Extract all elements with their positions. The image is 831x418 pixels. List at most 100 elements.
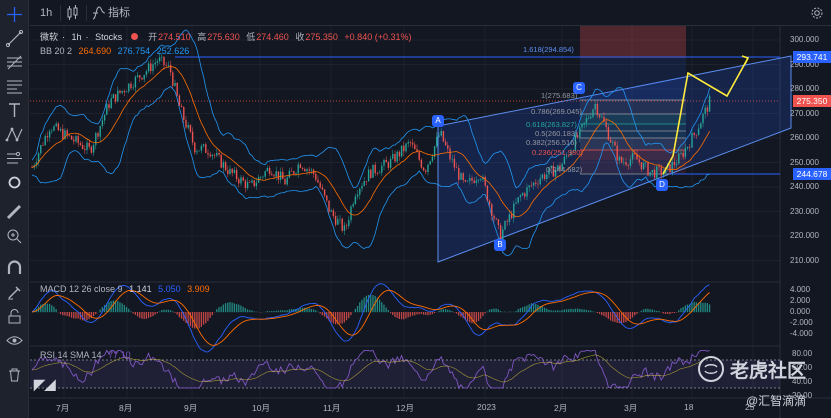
macd-axis-label: 4.000 [790,285,811,294]
wave-label-c: C [573,82,585,94]
wave-label-b: B [494,239,506,251]
market-status-icon [130,33,138,40]
pitchfork-icon[interactable] [4,76,25,97]
time-axis-label: 3月 [624,403,638,413]
open-value: 274.510 [158,32,191,42]
zoom-in-icon[interactable] [4,226,25,247]
ruler-icon[interactable] [4,202,25,223]
text-icon[interactable] [4,100,25,121]
fib-label-1: 1(275.683) [541,91,578,100]
indicators-button[interactable]: 指标 [108,7,130,19]
macd-line [31,283,710,353]
macd-axis-label: 0.000 [790,307,811,316]
pattern-icon[interactable] [4,124,25,145]
symbol-legend[interactable]: 微软 · 1h · Stocks 开274.510 高275.630 低274.46… [40,32,412,42]
time-axis-label: 12月 [396,403,414,413]
resistance-price-tag: 293.741 [793,51,831,63]
time-axis-label: 10月 [252,403,270,413]
bb-label: BB 20 2 [40,46,73,56]
gear-icon[interactable] [810,5,824,21]
price-candles [31,52,711,243]
rsi-value: 77.10 [108,350,131,360]
interval-selector[interactable]: 1h [40,7,53,19]
forecast-arrowhead [741,55,750,65]
eye-icon[interactable] [4,330,25,351]
wave-label-d: D [656,179,668,191]
tradingview-logo-icon: ◤◢ [34,376,56,392]
chart-canvas[interactable] [30,26,831,418]
price-axis-label: 290.000 [790,59,819,69]
bb-basis-value: 264.690 [78,46,112,56]
rsi-legend[interactable]: RSI 14 SMA 14 77.10 [40,350,135,361]
fib-label-0382: 0.382(256.516) [526,138,577,147]
grid-lines [30,26,780,398]
symbol-source: Stocks [95,32,123,42]
current-price-tag: 275.350 [793,95,831,107]
rsi-line [31,349,710,389]
forecast-path [662,57,749,175]
chart-area[interactable]: 微软 · 1h · Stocks 开274.510 高275.630 低274.46… [30,26,831,418]
lock-drawing-icon[interactable] [4,282,25,303]
time-axis-label: 2月 [554,403,568,413]
time-axis-label: 9月 [184,403,198,413]
magnet-icon[interactable] [4,258,25,279]
fib-label-0786: 0.786(269.045) [531,107,582,116]
macd-hist-value: 1.141 [129,284,152,294]
tiger-logo-icon [698,356,724,382]
bb-legend[interactable]: BB 20 2 264.690 276.754 252.626 [40,46,193,57]
time-axis-label: 11月 [323,403,341,413]
price-axis-label: 260.000 [790,133,819,142]
rsi-label: RSI 14 SMA 14 [40,350,102,360]
price-axis-label: 250.000 [790,157,819,167]
rsi-band [30,360,780,388]
symbol-name[interactable]: 微软 [40,32,59,42]
fib-label-0236: 0.236(251.980) [532,148,583,157]
fib-label-05: 0.5(260.183) [535,129,578,138]
time-axis-label: 25 [745,402,755,412]
trend-line-icon[interactable] [4,28,25,49]
time-axis-label: 2023 [477,402,496,412]
bb-lower-value: 252.626 [156,46,190,56]
macd-axis-label: -4.000 [790,329,813,338]
symbol-interval: 1h [71,32,82,42]
fib-label-0: 0(244.682) [546,165,583,174]
time-axis-label: 7月 [56,403,70,413]
rsi-axis-label: 80.00 [792,349,813,358]
price-axis-label: 210.000 [790,255,819,265]
price-axis-label: 230.000 [790,206,819,216]
open-label: 开 [148,32,158,42]
price-axis-label: 300.000 [790,35,819,44]
watermark-brand: 老虎社区 [730,361,807,382]
high-label: 高 [197,32,207,42]
price-axis-label: 270.000 [790,108,819,118]
bollinger-basis [31,66,710,218]
crosshair-icon[interactable] [4,4,25,25]
indicators-icon[interactable] [92,5,106,21]
time-axis-label: 18 [684,402,694,412]
bollinger-upper [31,29,710,189]
low-value: 274.460 [256,32,289,42]
drawing-toolbar [0,0,29,418]
macd-signal-line [31,289,710,346]
macd-axis-label: -2.000 [790,318,813,327]
prediction-icon[interactable] [4,148,25,169]
watermark-user: @汇智滴滴 [746,394,807,408]
lock-icon[interactable] [4,306,25,327]
macd-legend[interactable]: MACD 12 26 close 9 1.141 5.050 3.909 [40,284,214,295]
price-axis-label: 280.000 [790,84,819,93]
close-value: 275.350 [305,32,338,42]
time-axis-label: 8月 [119,403,133,413]
trash-icon[interactable] [4,364,25,385]
macd-axis-label: 2.000 [790,296,811,305]
wave-label-a: A [432,115,444,127]
shapes-icon[interactable] [4,172,25,193]
fib-retracement-icon[interactable] [4,52,25,73]
rsi-axis-label: 20.00 [792,391,813,400]
price-axis-label: 240.000 [790,182,819,191]
close-label: 收 [295,32,305,42]
fib-label-0618: 0.618(263.827) [526,120,577,129]
support-price-tag: 244.678 [793,168,831,180]
rsi-sma-line [31,354,710,383]
candle-type-icon[interactable] [66,5,80,21]
